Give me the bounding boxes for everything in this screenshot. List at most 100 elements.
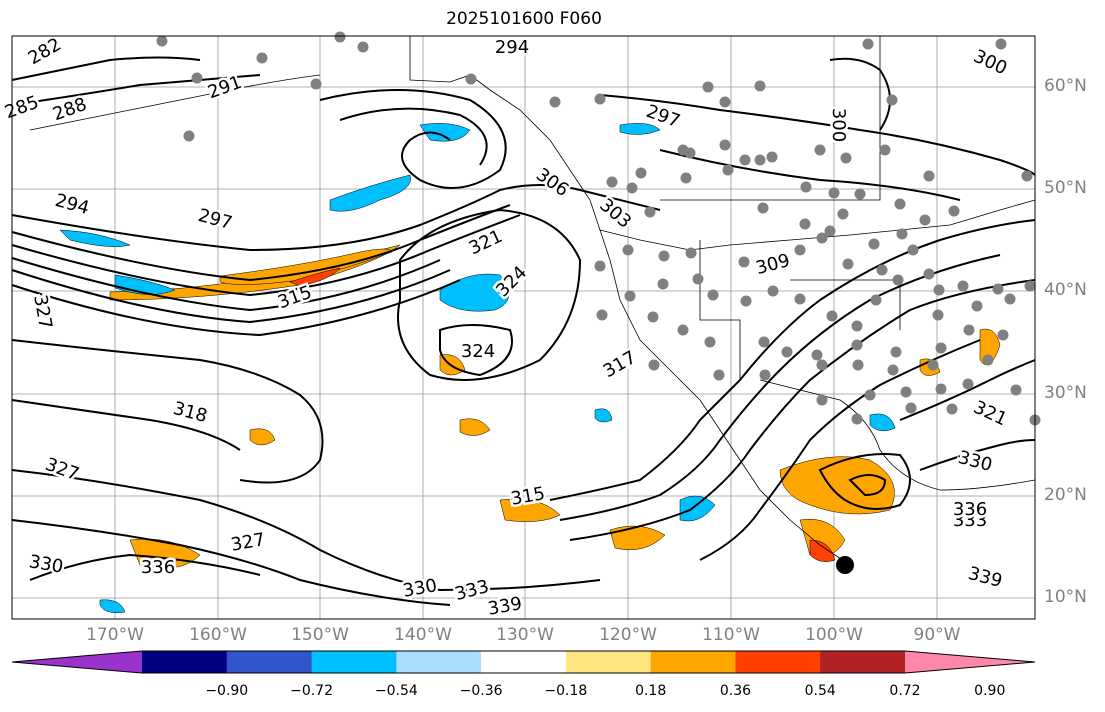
colorbar-segment	[565, 651, 652, 673]
contour-line	[439, 324, 513, 377]
longitude-label: 170°W	[86, 625, 144, 645]
station-marker	[596, 309, 608, 321]
station-marker	[781, 346, 793, 358]
station-marker	[191, 72, 203, 84]
coastline	[409, 36, 851, 566]
station-marker	[657, 278, 669, 290]
station-marker	[923, 268, 935, 280]
station-marker	[713, 369, 725, 381]
contour-line	[919, 439, 1036, 471]
shaded-region	[869, 413, 896, 432]
contour-line	[699, 339, 981, 561]
latitude-label: 40°N	[1044, 280, 1087, 300]
station-marker	[722, 164, 734, 176]
station-marker	[864, 389, 876, 401]
station-marker	[357, 41, 369, 53]
station-marker	[868, 238, 880, 250]
station-marker	[1021, 170, 1033, 182]
shaded-field	[59, 123, 1001, 613]
colorbar-tick-label: 0.18	[635, 683, 667, 699]
station-marker	[648, 359, 660, 371]
shaded-region	[59, 229, 131, 247]
longitude-label: 90°W	[913, 625, 961, 645]
station-marker	[870, 294, 882, 306]
station-marker	[907, 244, 919, 256]
station-marker	[997, 329, 1009, 341]
colorbar-extend-high	[905, 651, 1035, 673]
colorbar-segment	[820, 651, 906, 673]
map-frame	[11, 35, 1036, 620]
contour-line	[818, 453, 911, 510]
station-marker	[594, 93, 606, 105]
contour-line	[11, 399, 241, 451]
station-marker	[549, 96, 561, 108]
coastline	[29, 74, 321, 131]
station-marker	[919, 214, 931, 226]
station-marker	[766, 151, 778, 163]
station-marker	[702, 81, 714, 93]
shaded-region	[779, 456, 895, 515]
coastline	[660, 36, 881, 201]
longitude-label: 160°W	[189, 625, 247, 645]
contour-label: 294	[495, 37, 529, 58]
station-marker	[692, 273, 704, 285]
station-marker	[758, 336, 770, 348]
shaded-region	[679, 495, 716, 522]
contour-label: 324	[461, 341, 495, 362]
station-marker	[334, 31, 346, 43]
contour-line	[599, 94, 1036, 176]
station-marker	[754, 154, 766, 166]
station-marker	[927, 359, 939, 371]
station-marker	[935, 342, 947, 354]
station-marker	[851, 320, 863, 332]
contour-line	[319, 89, 507, 189]
station-marker	[1004, 293, 1016, 305]
station-marker	[971, 300, 983, 312]
contour-line	[549, 219, 1036, 501]
station-marker	[957, 280, 969, 292]
station-marker	[905, 402, 917, 414]
colorbar-extend-low	[12, 651, 142, 673]
station-marker	[982, 354, 994, 366]
station-marker	[896, 228, 908, 240]
contour-line	[659, 149, 961, 201]
station-marker	[156, 35, 168, 47]
shaded-region	[219, 248, 393, 285]
station-marker	[719, 139, 731, 151]
station-marker	[647, 311, 659, 323]
station-marker	[740, 295, 752, 307]
shaded-region	[609, 525, 666, 551]
longitude-label: 120°W	[599, 625, 657, 645]
station-marker	[739, 154, 751, 166]
coastline	[759, 379, 1036, 491]
station-marker	[894, 198, 906, 210]
colorbar-tick-label: −0.18	[544, 683, 588, 699]
station-marker	[816, 394, 828, 406]
colorbar-tick-label: −0.72	[290, 683, 333, 699]
colorbar-segment	[735, 651, 821, 673]
station-marker	[923, 170, 935, 182]
longitude-label: 130°W	[496, 625, 554, 645]
station-marker	[685, 247, 697, 259]
station-marker	[759, 369, 771, 381]
station-marker	[816, 359, 828, 371]
station-marker	[816, 232, 828, 244]
station-marker	[862, 38, 874, 50]
contour-line	[11, 214, 521, 297]
station-marker	[946, 403, 958, 415]
shaded-region	[459, 418, 491, 436]
station-marker	[677, 324, 689, 336]
latitude-label: 20°N	[1044, 485, 1087, 505]
longitude-label: 110°W	[702, 625, 760, 645]
station-marker	[465, 73, 477, 85]
station-marker	[824, 225, 836, 237]
station-marker	[933, 284, 945, 296]
shaded-region	[419, 123, 471, 142]
latitude-label: 50°N	[1044, 178, 1087, 198]
contour-line	[11, 184, 661, 252]
station-marker	[757, 202, 769, 214]
shaded-region	[329, 174, 411, 212]
contour-line	[848, 474, 887, 497]
longitude-label: 150°W	[291, 625, 349, 645]
station-marker	[840, 152, 852, 164]
